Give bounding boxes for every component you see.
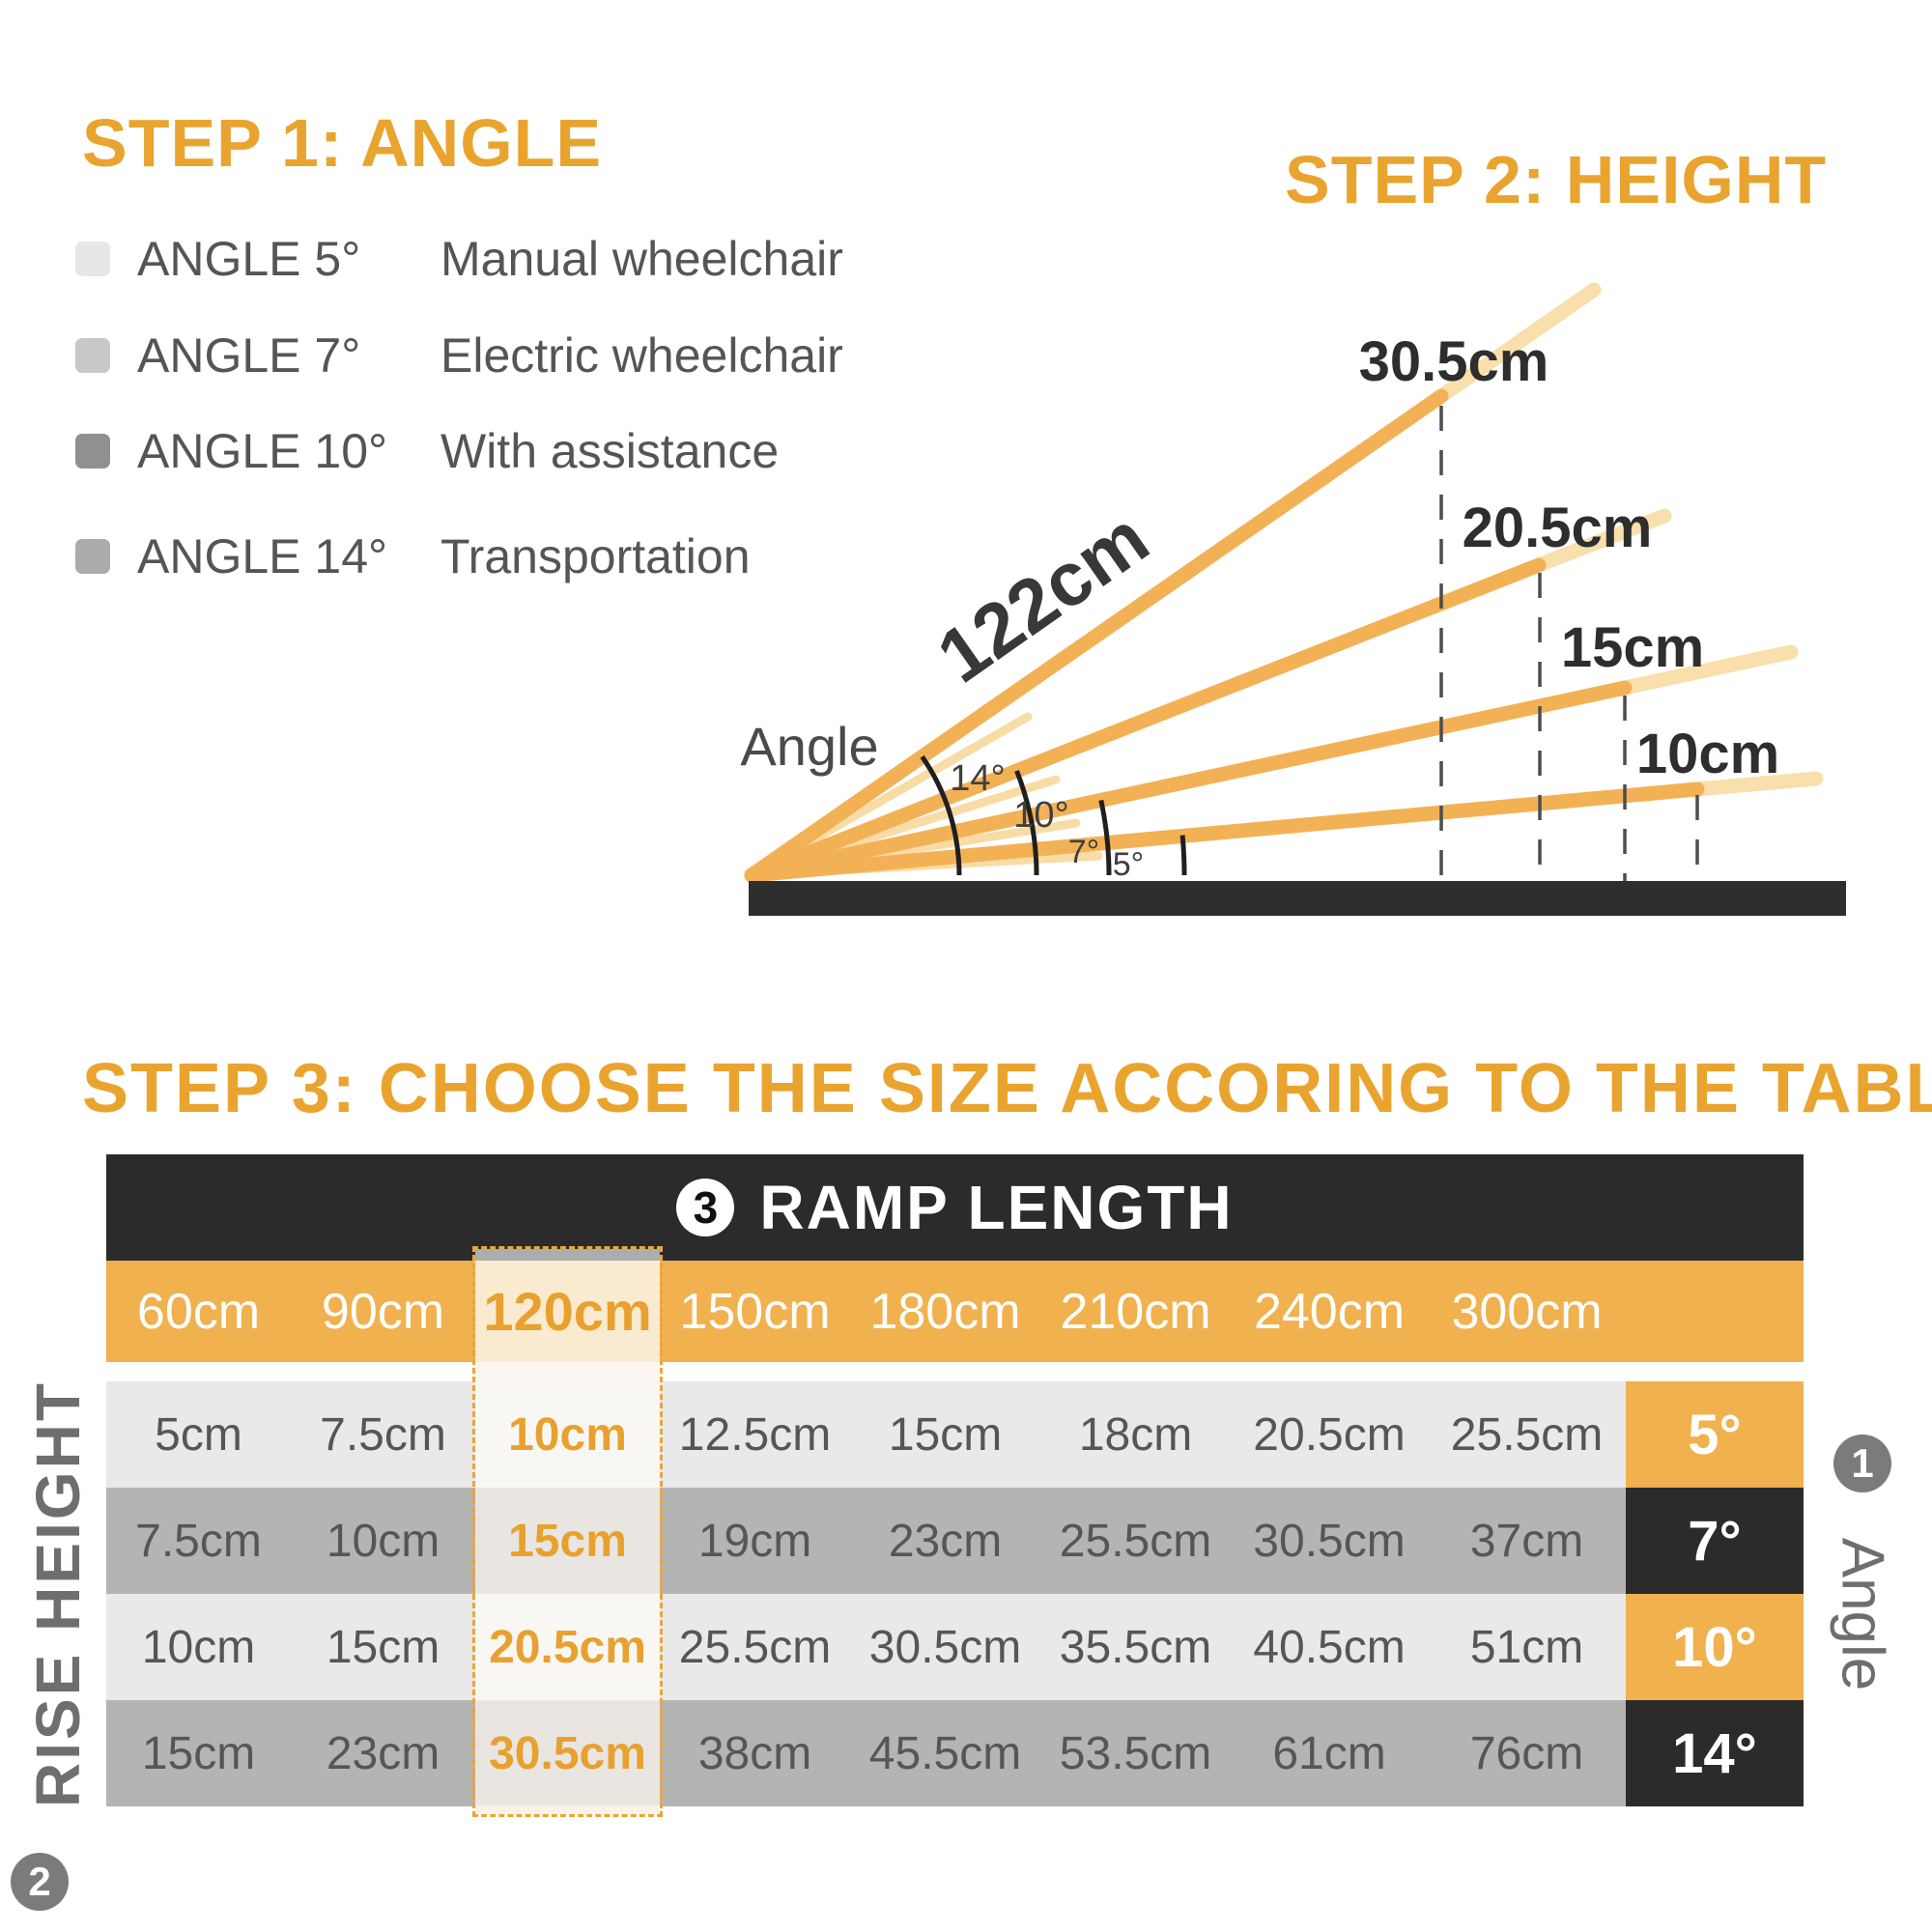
legend-row-14deg: ANGLE 14° Transportation: [75, 529, 751, 583]
table-row: 15cm 23cm 30.5cm 38cm 45.5cm 53.5cm 61cm…: [106, 1700, 1804, 1806]
legend-row-5deg: ANGLE 5° Manual wheelchair: [75, 232, 843, 286]
col-90cm: 90cm: [321, 1283, 445, 1340]
table-row: 10cm 15cm 20.5cm 25.5cm 30.5cm 35.5cm 40…: [106, 1594, 1804, 1700]
angle-cell-14deg: 14°: [1626, 1700, 1804, 1806]
gap-row: [106, 1362, 1804, 1381]
ramp-lines: [744, 388, 1705, 883]
legend-desc: Transportation: [440, 529, 751, 583]
cell: 18cm: [1040, 1381, 1231, 1488]
table-header-label: RAMP LENGTH: [759, 1173, 1234, 1242]
cell: 51cm: [1428, 1594, 1626, 1700]
col-150cm: 150cm: [679, 1283, 831, 1340]
size-table: 3 RAMP LENGTH 60cm 90cm 120cm 150cm 180c…: [106, 1154, 1804, 1817]
col-angle-spacer: [1626, 1261, 1804, 1362]
cell: 45.5cm: [850, 1700, 1040, 1806]
cell: 19cm: [660, 1488, 850, 1594]
angle-cell-5deg: 5°: [1626, 1381, 1804, 1488]
col-240cm: 240cm: [1253, 1283, 1406, 1340]
cell: 12.5cm: [660, 1381, 850, 1488]
legend-desc: Electric wheelchair: [440, 328, 843, 383]
col-120cm-highlighted: 120cm: [475, 1261, 660, 1362]
legend-angle-label: ANGLE 14°: [137, 529, 388, 583]
legend-row-7deg: ANGLE 7° Electric wheelchair: [75, 328, 843, 383]
col-210cm: 210cm: [1060, 1283, 1211, 1340]
ramp-underside-lines: [747, 712, 1103, 880]
legend-angle-label: ANGLE 5°: [137, 232, 361, 286]
tick-10deg: 10°: [1013, 795, 1068, 836]
cell: 25.5cm: [1428, 1381, 1626, 1488]
tick-5deg: 5°: [1113, 846, 1145, 883]
cell: 23cm: [850, 1488, 1040, 1594]
badge-2-rise-height: 2: [11, 1853, 69, 1911]
height-dashed-lines: [1439, 406, 1699, 881]
cell: 37cm: [1428, 1488, 1626, 1594]
cell: 76cm: [1428, 1700, 1626, 1806]
cell: 5cm: [106, 1381, 291, 1488]
cell-highlighted: 20.5cm: [475, 1594, 660, 1700]
badge-3-ramp-length: 3: [676, 1179, 735, 1236]
legend-swatch-10deg: [75, 434, 110, 469]
step2-title: STEP 2: HEIGHT: [1285, 142, 1828, 217]
cell: 23cm: [291, 1700, 475, 1806]
tick-14deg: 14°: [950, 758, 1005, 799]
badge-1-angle: 1: [1833, 1435, 1891, 1492]
table-row: 5cm 7.5cm 10cm 12.5cm 15cm 18cm 20.5cm 2…: [106, 1381, 1804, 1488]
tick-7deg: 7°: [1068, 834, 1100, 870]
ramp-line-extensions: [1434, 282, 1824, 797]
ground-bar: [749, 881, 1846, 916]
step3-title: STEP 3: CHOOSE THE SIZE ACCORING TO THE …: [82, 1050, 1932, 1127]
rise-height-axis-label: RISE HEIGHT: [23, 1380, 93, 1807]
cell: 15cm: [291, 1594, 475, 1700]
legend-row-10deg: ANGLE 10° With assistance: [75, 424, 779, 478]
highlight-bottom-strip: [475, 1805, 660, 1814]
cell: 7.5cm: [106, 1488, 291, 1594]
cell: 35.5cm: [1040, 1594, 1231, 1700]
angle-axis-label: Angle: [1829, 1537, 1896, 1691]
ramp-length-label: 122cm: [923, 495, 1163, 698]
legend-desc: With assistance: [440, 424, 780, 478]
angle-word-label: Angle: [740, 716, 878, 777]
height-label-10: 10cm: [1636, 723, 1779, 785]
column-header-row: 60cm 90cm 120cm 150cm 180cm 210cm 240cm …: [106, 1261, 1804, 1362]
legend-swatch-5deg: [75, 242, 110, 276]
cell: 15cm: [850, 1381, 1040, 1488]
col-60cm: 60cm: [136, 1283, 261, 1340]
legend-swatch-7deg: [75, 338, 110, 373]
legend-desc: Manual wheelchair: [440, 232, 843, 286]
cell: 25.5cm: [660, 1594, 850, 1700]
cell: 10cm: [291, 1488, 475, 1594]
cell: 15cm: [106, 1700, 291, 1806]
col-300cm: 300cm: [1451, 1283, 1603, 1340]
legend-angle-label: ANGLE 10°: [137, 424, 388, 478]
cell: 38cm: [660, 1700, 850, 1806]
legend-angle-label: ANGLE 7°: [137, 328, 361, 383]
cell: 20.5cm: [1231, 1381, 1428, 1488]
cell: 53.5cm: [1040, 1700, 1231, 1806]
cell: 30.5cm: [1231, 1488, 1428, 1594]
table-header-bar: 3 RAMP LENGTH: [106, 1154, 1804, 1261]
cell: 25.5cm: [1040, 1488, 1231, 1594]
height-label-30-5: 30.5cm: [1359, 330, 1549, 393]
cell-highlighted: 10cm: [475, 1381, 660, 1488]
angle-cell-7deg: 7°: [1626, 1488, 1804, 1594]
cell: 30.5cm: [850, 1594, 1040, 1700]
cell-highlighted: 30.5cm: [475, 1700, 660, 1806]
legend-swatch-14deg: [75, 539, 110, 574]
angle-arcs: [920, 754, 1187, 876]
cell: 7.5cm: [291, 1381, 475, 1488]
cell: 10cm: [106, 1594, 291, 1700]
cell-highlighted: 15cm: [475, 1488, 660, 1594]
step1-title: STEP 1: ANGLE: [82, 105, 603, 181]
cell: 61cm: [1231, 1700, 1428, 1806]
table-row: 7.5cm 10cm 15cm 19cm 23cm 25.5cm 30.5cm …: [106, 1488, 1804, 1594]
height-label-20-5: 20.5cm: [1463, 497, 1653, 559]
height-label-15: 15cm: [1561, 616, 1704, 679]
col-180cm: 180cm: [869, 1283, 1021, 1340]
angle-cell-10deg: 10°: [1626, 1594, 1804, 1700]
cell: 40.5cm: [1231, 1594, 1428, 1700]
